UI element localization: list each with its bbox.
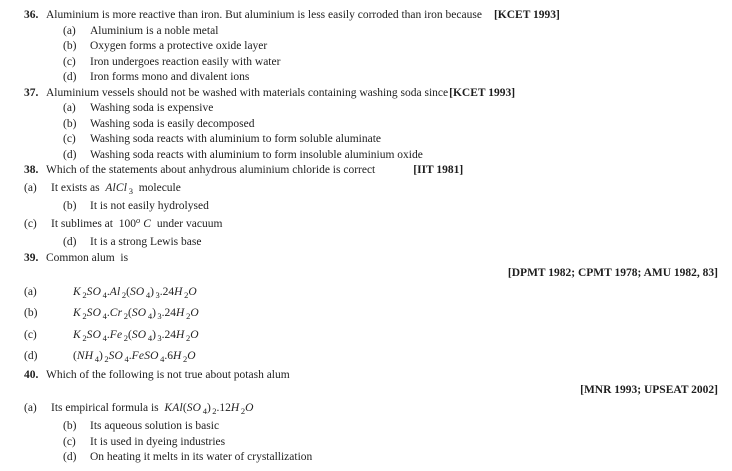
option-row: (c) Iron undergoes reaction easily with … — [24, 55, 726, 71]
option-label: (c) — [63, 133, 76, 145]
question-header: 37. Aluminium vessels should not be wash… — [24, 86, 726, 102]
option-row: (b) Washing soda is easily decomposed — [24, 117, 726, 133]
option-text: It sublimes at 100o C under vacuum — [51, 215, 223, 230]
exam-tag: [KCET 1993] — [449, 86, 516, 99]
question-number: 36. — [24, 9, 39, 21]
option-row: (c) K 2SO 4.Fe 2(SO 4) 3.24H 2O — [24, 325, 726, 347]
option-text: It is used in dyeing industries — [90, 435, 226, 448]
option-label: (c) — [24, 218, 37, 230]
option-formula: K 2SO 4.Cr 2(SO 4) 3.24H 2O — [73, 307, 199, 321]
option-label: (a) — [24, 402, 37, 414]
option-text: On heating it melts in its water of crys… — [90, 451, 313, 463]
option-text: Washing soda is easily decomposed — [90, 117, 255, 130]
question-block-38: 38. Which of the statements about anhydr… — [24, 163, 726, 251]
option-row: (d) Washing soda reacts with aluminium t… — [24, 148, 726, 164]
option-row: (d) On heating it melts in its water of … — [24, 450, 726, 466]
option-row: (c) It is used in dyeing industries — [24, 435, 726, 451]
option-row: (d) It is a strong Lewis base — [24, 235, 726, 251]
option-formula: K 2SO 4.Fe 2(SO 4) 3.24H 2O — [73, 328, 199, 343]
option-row: (a) Its empirical formula is KAl(SO 4) 2.1… — [24, 399, 726, 420]
option-label: (a) — [63, 24, 76, 37]
option-label: (a) — [63, 102, 76, 114]
question-text: Aluminium is more reactive than iron. Bu… — [46, 9, 482, 21]
option-row: (b) It is not easily hydrolysed — [24, 199, 726, 215]
option-label: (b) — [63, 200, 77, 212]
option-text: It is a strong Lewis base — [90, 236, 202, 248]
option-row: (a) It exists as AlCl 3 molecule — [24, 179, 726, 200]
option-label: (d) — [63, 71, 77, 83]
question-header: 38. Which of the statements about anhydr… — [24, 163, 726, 179]
exam-tag: [KCET 1993] — [493, 9, 560, 21]
option-row: (a) K 2SO 4.Al 2(SO 4) 3.24H 2O — [24, 282, 726, 304]
option-text: It is not easily hydrolysed — [90, 200, 209, 212]
question-block-37: 37. Aluminium vessels should not be wash… — [24, 86, 726, 164]
option-label: (d) — [63, 236, 77, 248]
option-text: Washing soda reacts with aluminium to fo… — [90, 133, 381, 145]
option-label: (b) — [63, 420, 77, 432]
question-number: 38. — [24, 164, 39, 176]
option-row: (a) Washing soda is expensive — [24, 101, 726, 117]
question-text: Which of the statements about anhydrous … — [46, 164, 376, 176]
question-header: 36. Aluminium is more reactive than iron… — [24, 8, 726, 24]
option-label: (d) — [24, 350, 38, 362]
question-text: Which of the following is not true about… — [46, 368, 290, 381]
option-row: (c) It sublimes at 100o C under vacuum — [24, 215, 726, 236]
option-label: (b) — [63, 40, 77, 52]
option-row: (b) Its aqueous solution is basic — [24, 419, 726, 435]
option-text: Washing soda reacts with aluminium to fo… — [90, 148, 423, 161]
option-formula: (NH 4) 2SO 4.FeSO 4.6H 2O — [73, 350, 196, 364]
exam-tag-line: [DPMT 1982; CPMT 1978; AMU 1982, 83] — [24, 266, 726, 282]
option-row: (b) Oxygen forms a protective oxide laye… — [24, 39, 726, 55]
option-text: Aluminium is a noble metal — [90, 24, 219, 37]
exam-tag-line: [MNR 1993; UPSEAT 2002] — [24, 383, 726, 399]
option-row: (b) K 2SO 4.Cr 2(SO 4) 3.24H 2O — [24, 303, 726, 325]
option-label: (a) — [24, 182, 37, 194]
question-number: 39. — [24, 251, 39, 264]
option-label: (d) — [63, 148, 77, 161]
question-number: 37. — [24, 86, 39, 99]
option-text: It exists as AlCl 3 molecule — [51, 182, 181, 196]
option-text: Oxygen forms a protective oxide layer — [90, 40, 268, 52]
option-text: Iron undergoes reaction easily with wate… — [90, 55, 281, 68]
exam-tag: [DPMT 1982; CPMT 1978; AMU 1982, 83] — [507, 267, 718, 279]
option-label: (b) — [63, 117, 77, 130]
question-block-39: 39. Common alum is [DPMT 1982; CPMT 1978… — [24, 251, 726, 368]
option-row: (d) (NH 4) 2SO 4.FeSO 4.6H 2O — [24, 346, 726, 368]
question-text: Aluminium vessels should not be washed w… — [46, 86, 449, 99]
question-number: 40. — [24, 368, 39, 381]
exam-tag: [IIT 1981] — [413, 164, 464, 176]
option-label: (b) — [24, 307, 38, 319]
exam-tag: [MNR 1993; UPSEAT 2002] — [580, 384, 718, 396]
option-label: (c) — [63, 55, 76, 68]
option-row: (a) Aluminium is a noble metal — [24, 24, 726, 40]
option-label: (a) — [24, 285, 37, 298]
option-row: (d) Iron forms mono and divalent ions — [24, 70, 726, 86]
option-text: Its empirical formula is KAl(SO 4) 2.12H 2O — [51, 402, 254, 416]
question-block-40: 40. Which of the following is not true a… — [24, 368, 726, 466]
option-label: (c) — [63, 435, 76, 448]
option-text: Iron forms mono and divalent ions — [90, 71, 250, 83]
question-header: 40. Which of the following is not true a… — [24, 368, 726, 384]
question-block-36: 36. Aluminium is more reactive than iron… — [24, 8, 726, 86]
option-label: (c) — [24, 328, 37, 341]
option-row: (c) Washing soda reacts with aluminium t… — [24, 132, 726, 148]
question-text: Common alum is — [46, 251, 129, 264]
question-header: 39. Common alum is — [24, 251, 726, 267]
option-text: Washing soda is expensive — [90, 102, 214, 114]
option-text: Its aqueous solution is basic — [90, 420, 220, 432]
option-formula: K 2SO 4.Al 2(SO 4) 3.24H 2O — [73, 285, 197, 300]
option-label: (d) — [63, 451, 77, 463]
